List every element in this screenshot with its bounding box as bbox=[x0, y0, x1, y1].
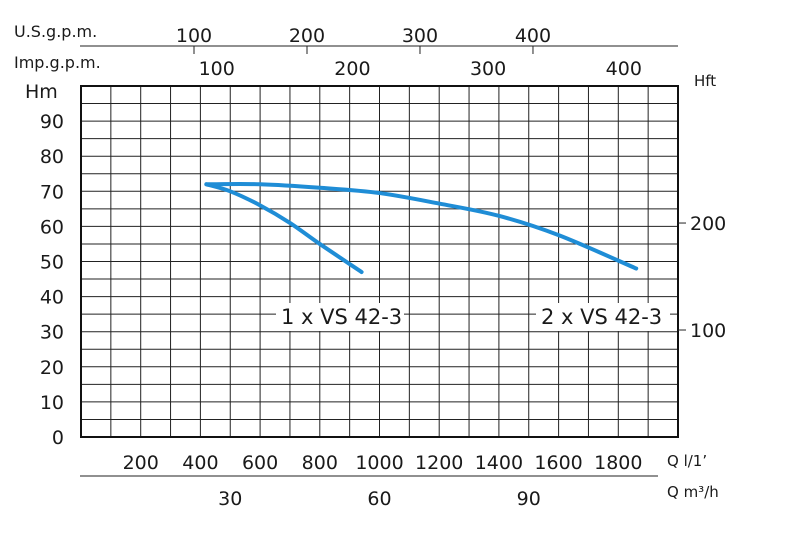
x-m3h-axis-label: Q m³/h bbox=[667, 483, 719, 501]
y-left-tick-label: 70 bbox=[40, 181, 64, 203]
x-m3h-tick-labels: 30 60 90 bbox=[218, 488, 541, 510]
series-line-1x-vs-42-3 bbox=[204, 182, 364, 275]
usgpm-tick-label: 200 bbox=[289, 25, 325, 47]
plot-frame bbox=[80, 85, 679, 438]
y-right-tick-label: 200 bbox=[690, 213, 726, 235]
pump-curves bbox=[204, 182, 639, 275]
impgpm-tick-label: 300 bbox=[470, 58, 506, 80]
usgpm-tick-label: 100 bbox=[176, 25, 212, 47]
x-lps-tick-label: 1400 bbox=[475, 452, 523, 474]
x-lps-tick-label: 200 bbox=[123, 452, 159, 474]
y-left-tick-label: 0 bbox=[52, 427, 64, 449]
x-lps-tick-label: 600 bbox=[242, 452, 278, 474]
y-left-tick-label: 40 bbox=[40, 287, 64, 309]
impgpm-axis-label: Imp.g.p.m. bbox=[14, 53, 101, 72]
y-left-tick-label: 80 bbox=[40, 146, 64, 168]
x-lps-tick-label: 1600 bbox=[534, 452, 582, 474]
usgpm-tick-labels: 100 200 300 400 bbox=[176, 25, 551, 54]
x-lps-tick-label: 1000 bbox=[355, 452, 403, 474]
usgpm-tick-label: 300 bbox=[402, 25, 438, 47]
y-left-tick-label: 90 bbox=[40, 111, 64, 133]
curve-label-2x-vs-42-3: 2 x VS 42-3 bbox=[541, 305, 662, 329]
plot-grid bbox=[81, 86, 678, 437]
y-left-tick-labels: 0 10 20 30 40 50 60 70 80 90 bbox=[40, 111, 64, 449]
x-m3h-tick-label: 90 bbox=[517, 488, 541, 510]
impgpm-tick-labels: 100 200 300 400 bbox=[199, 58, 642, 80]
y-right-tick-labels: 100 200 bbox=[678, 213, 726, 342]
x-lps-tick-label: 800 bbox=[302, 452, 338, 474]
x-lps-tick-label: 1800 bbox=[594, 452, 642, 474]
x-lps-tick-label: 1200 bbox=[415, 452, 463, 474]
label-bg-2x bbox=[536, 303, 670, 331]
usgpm-axis-label: U.S.g.p.m. bbox=[14, 22, 97, 41]
y-right-tick-label: 100 bbox=[690, 320, 726, 342]
impgpm-tick-label: 200 bbox=[334, 58, 370, 80]
x-m3h-tick-label: 60 bbox=[367, 488, 391, 510]
y-left-tick-label: 10 bbox=[40, 392, 64, 414]
y-left-tick-label: 20 bbox=[40, 357, 64, 379]
y-left-tick-label: 30 bbox=[40, 322, 64, 344]
y-left-axis-label: Hm bbox=[25, 81, 58, 103]
impgpm-tick-label: 400 bbox=[606, 58, 642, 80]
x-lps-axis-label: Q l/1’ bbox=[667, 452, 707, 470]
x-lps-tick-label: 400 bbox=[182, 452, 218, 474]
x-m3h-tick-label: 30 bbox=[218, 488, 242, 510]
curve-label-1x-vs-42-3: 1 x VS 42-3 bbox=[281, 305, 402, 329]
impgpm-tick-label: 100 bbox=[199, 58, 235, 80]
y-left-tick-label: 50 bbox=[40, 252, 64, 274]
y-left-tick-label: 60 bbox=[40, 216, 64, 238]
x-lps-tick-labels: 200 400 600 800 1000 1200 1400 1600 1800 bbox=[123, 452, 643, 474]
label-bg-1x bbox=[276, 303, 404, 331]
y-right-axis-label: Hft bbox=[694, 72, 716, 90]
series-line-2x-vs-42-3 bbox=[204, 182, 639, 271]
usgpm-tick-label: 400 bbox=[515, 25, 551, 47]
